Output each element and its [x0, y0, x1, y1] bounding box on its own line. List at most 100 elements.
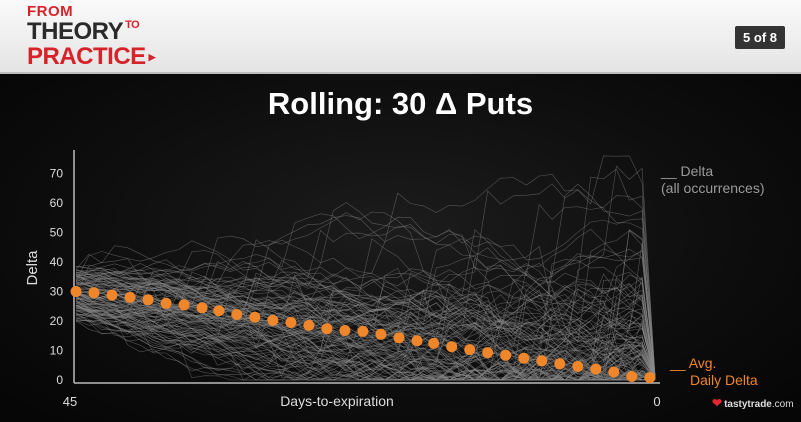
avg-delta-point — [608, 366, 620, 378]
occurrence-line — [75, 278, 656, 381]
occurrence-line — [75, 155, 656, 375]
avg-delta-point — [644, 372, 656, 384]
y-tick-label: 40 — [50, 255, 64, 269]
slide-title: Rolling: 30 Δ Puts — [267, 86, 534, 121]
occurrence-line — [75, 244, 656, 378]
avg-delta-point — [285, 317, 297, 328]
avg-delta-point — [536, 355, 548, 367]
occurrence-line — [75, 287, 656, 381]
occurrence-line — [75, 282, 656, 381]
avg-delta-point — [124, 291, 136, 303]
occurrence-line — [75, 226, 656, 375]
occurrence-lines-group — [75, 155, 656, 381]
y-tick-label: 0 — [56, 373, 63, 387]
avg-delta-point — [321, 323, 333, 335]
heart-logo-icon: ❤ — [712, 396, 723, 410]
legend-delta-line2: (all occurrences) — [661, 180, 765, 196]
occurrence-line — [75, 239, 656, 378]
occurrence-line — [75, 215, 656, 376]
occurrence-line — [75, 274, 656, 377]
avg-delta-point — [88, 287, 100, 299]
avg-delta-point — [518, 352, 530, 364]
occurrence-line — [75, 245, 656, 380]
occurrence-line — [75, 318, 656, 381]
avg-delta-point — [249, 311, 261, 323]
occurrence-line — [75, 243, 656, 376]
avg-delta-point — [142, 294, 154, 306]
occurrence-line — [75, 304, 656, 381]
x-tick-label: 45 — [63, 394, 77, 409]
avg-delta-point — [160, 297, 172, 309]
avg-daily-delta-series — [70, 286, 656, 384]
avg-delta-point — [554, 358, 566, 370]
occurrence-line — [75, 285, 656, 381]
occurrence-line — [75, 183, 656, 380]
avg-delta-point — [411, 335, 423, 347]
occurrence-line — [75, 278, 656, 381]
avg-delta-point — [464, 344, 476, 356]
occurrence-line — [75, 290, 656, 379]
occurrence-line — [75, 259, 656, 377]
y-tick-label: 30 — [50, 285, 64, 299]
occurrence-line — [75, 168, 656, 375]
tastytrade-brand: ❤ tastytrade.com — [712, 396, 794, 410]
y-tick-label: 10 — [50, 344, 64, 358]
occurrence-line — [75, 289, 656, 381]
occurrence-line — [75, 294, 656, 381]
x-tick-label: 0 — [653, 394, 660, 409]
avg-delta-point — [70, 286, 82, 297]
occurrence-line — [75, 249, 656, 378]
slide-header: FROM THEORY TO PRACTICE ▶ 5 of 8 — [0, 0, 801, 74]
logo-to-text: TO — [125, 19, 140, 31]
occurrence-line — [75, 273, 656, 381]
avg-delta-point — [339, 325, 351, 336]
legend-delta-line1: __ Delta — [661, 163, 714, 179]
logo-theory-word: THEORY — [27, 18, 124, 45]
brand-name: tastytrade — [724, 399, 772, 410]
occurrence-line — [75, 271, 656, 376]
occurrence-line — [75, 276, 656, 381]
y-tick-labels-group: 0 10 20 30 40 50 60 70 — [50, 167, 64, 387]
logo-practice-text: PRACTICE ▶ — [27, 43, 156, 70]
avg-delta-point — [500, 349, 512, 361]
avg-delta-point — [231, 309, 243, 320]
y-tick-label: 20 — [50, 314, 64, 328]
page-indicator-badge: 5 of 8 — [735, 26, 785, 49]
legend-delta: __ Delta (all occurrences) — [661, 163, 764, 197]
occurrence-line — [75, 272, 656, 377]
y-axis-title: Delta — [24, 250, 41, 286]
occurrence-line — [75, 320, 656, 381]
avg-delta-point — [428, 337, 440, 349]
avg-delta-point — [590, 363, 602, 375]
avg-delta-point — [357, 325, 369, 337]
occurrence-line — [75, 202, 656, 376]
avg-delta-point — [482, 347, 494, 359]
occurrence-line — [75, 271, 656, 379]
occurrence-line — [75, 306, 656, 381]
y-tick-label: 50 — [50, 226, 64, 240]
avg-delta-point — [393, 332, 405, 344]
occurrence-line — [75, 229, 656, 378]
logo-theory-text: THEORY TO — [27, 20, 155, 44]
y-tick-label: 70 — [50, 167, 64, 181]
logo-practice-word: PRACTICE — [27, 43, 146, 70]
logo-from-text: FROM — [27, 3, 74, 20]
y-tick-label: 60 — [50, 196, 64, 210]
x-axis-title: Days-to-expiration — [280, 393, 394, 409]
brand-suffix: .com — [771, 399, 794, 410]
avg-delta-point — [178, 299, 190, 311]
legend-avg-line1: __ Avg. — [670, 355, 717, 371]
occurrence-line — [75, 287, 656, 379]
legend-avg-line2: Daily Delta — [690, 372, 758, 388]
avg-delta-point — [375, 328, 387, 340]
occurrence-line — [75, 291, 656, 381]
avg-delta-point — [106, 289, 118, 301]
avg-delta-point — [267, 314, 279, 326]
avg-delta-point — [213, 305, 225, 317]
avg-delta-point — [196, 302, 208, 314]
occurrence-line — [75, 259, 656, 381]
legend-avg: __ Avg. Daily Delta — [670, 355, 758, 389]
occurrence-line — [75, 285, 656, 377]
x-tick-labels-group: 45 0 — [63, 394, 661, 409]
